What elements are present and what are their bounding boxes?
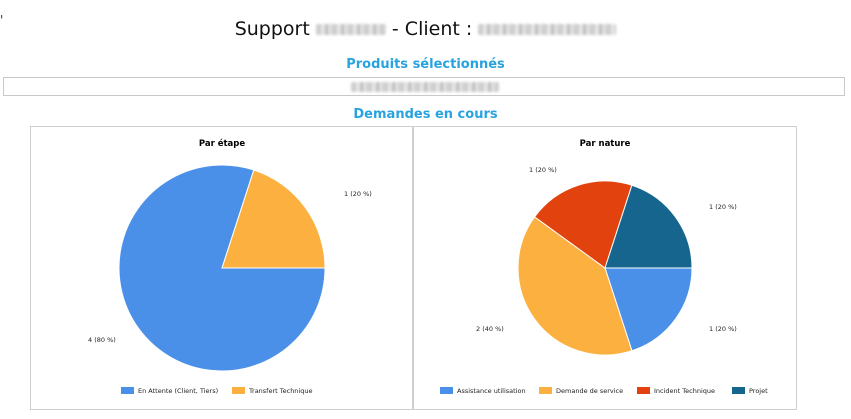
pie-slice-incident-technique[interactable] — [533, 180, 633, 269]
pie-slice-demande-de-service[interactable] — [517, 216, 633, 356]
page-title: Support - Client : — [0, 18, 851, 40]
data-label-en-attente-client-tiers: 4 (80 %) — [88, 336, 116, 344]
pie-slice-en-attente-client-tiers[interactable] — [118, 164, 326, 372]
legend-label-en-attente-client-tiers: En Attente (Client, Tiers) — [138, 387, 218, 395]
corner-mark: ' — [0, 13, 4, 27]
data-label-incident-technique: 1 (20 %) — [529, 166, 557, 174]
legend-label-projet: Projet — [749, 387, 768, 395]
legend-label-assistance-utilisation: Assistance utilisation — [457, 387, 526, 395]
chart-title: Par étape — [199, 138, 246, 149]
redacted-product — [351, 82, 499, 92]
legend-label-transfert-technique: Transfert Technique — [248, 387, 312, 395]
legend-label-incident-technique: Incident Technique — [654, 387, 715, 395]
products-section-title: Produits sélectionnés — [346, 57, 505, 72]
pie-slice-projet[interactable] — [604, 184, 693, 269]
legend-swatch-demande-de-service — [539, 387, 552, 394]
legend-swatch-transfert-technique — [232, 387, 245, 394]
pie-slice-assistance-utilisation[interactable] — [604, 267, 693, 352]
chart-title: Par nature — [580, 139, 631, 149]
data-label-assistance-utilisation: 1 (20 %) — [709, 325, 737, 333]
pie-slice-transfert-technique[interactable] — [221, 169, 326, 269]
requests-section-title: Demandes en cours — [353, 107, 498, 122]
products-box — [3, 77, 845, 96]
legend-swatch-projet — [732, 387, 745, 394]
redacted-client — [478, 24, 617, 35]
legend-swatch-incident-technique — [637, 387, 650, 394]
title-middle: - Client : — [391, 18, 473, 40]
pie-chart-par-etape: Par étape 4 (80 %) 1 (20 %) En Attente (Cli… — [88, 138, 372, 395]
chart-panel-par-etape: Par étape 4 (80 %) 1 (20 %) En Attente (Cli… — [30, 126, 413, 410]
legend-swatch-en-attente-client-tiers — [121, 387, 134, 394]
title-prefix: Support — [234, 18, 310, 40]
legend-swatch-assistance-utilisation — [440, 387, 453, 394]
data-label-transfert-technique: 1 (20 %) — [344, 190, 372, 198]
chart-panel-par-nature: Par nature 1 (20 %) 2 (40 %) 1 (20 %) 1 (20 … — [413, 126, 797, 410]
data-label-demande-de-service: 2 (40 %) — [476, 325, 504, 333]
data-label-projet: 1 (20 %) — [709, 203, 737, 211]
redacted-name — [315, 24, 386, 35]
pie-chart-par-nature: Par nature 1 (20 %) 2 (40 %) 1 (20 %) 1 (20 … — [440, 139, 768, 395]
legend-label-demande-de-service: Demande de service — [556, 387, 623, 395]
